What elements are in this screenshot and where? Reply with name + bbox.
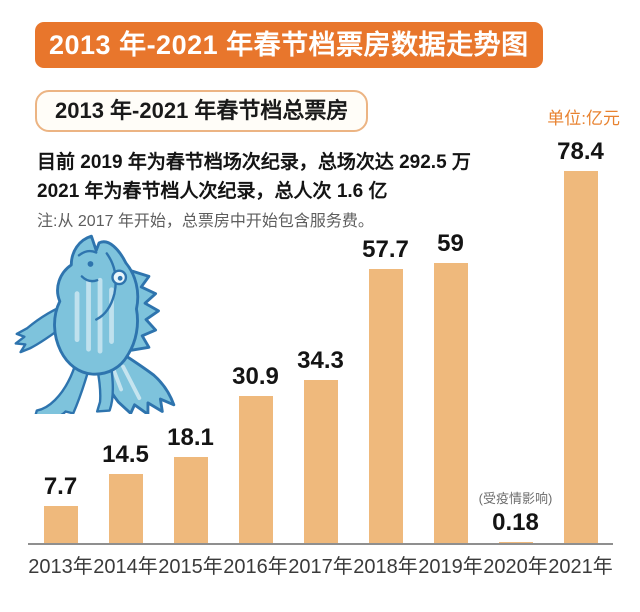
bar-value-label: 7.7 (43, 473, 78, 500)
bar (303, 380, 338, 543)
bar-annotation: (受疫情影响) (478, 491, 553, 506)
x-axis-tick-label: 2017年 (288, 556, 353, 578)
fish-brow (77, 249, 98, 257)
record-info-line-2: 2021 年为春节档人次纪录，总人次 1.6 亿 (37, 181, 388, 202)
bar-value-label: 30.9 (232, 363, 279, 390)
bar-column-2021年: 78.4 (548, 138, 613, 543)
bar-column-2018年: 57.7 (353, 236, 418, 543)
chart-subtitle: 2013 年-2021 年春节档总票房 (35, 90, 369, 132)
service-fee-note: 注:从 2017 年开始，总票房中开始包含服务费。 (37, 213, 374, 230)
bar-column-2014年: 14.5 (93, 441, 158, 543)
bar-value-label: 18.1 (167, 424, 214, 451)
fish-man-illustration (14, 234, 176, 414)
bar-column-2020年: (受疫情影响) 0.18 (479, 488, 552, 543)
bar-value-label: 14.5 (102, 441, 149, 468)
bar-column-2013年: 7.7 (28, 473, 93, 543)
bar (433, 263, 468, 543)
bar-value-label: 78.4 (557, 138, 604, 165)
page-title: 2013 年-2021 年春节档票房数据走势图 (35, 22, 543, 68)
bar-value-label: 59 (437, 230, 464, 257)
bar (498, 542, 533, 543)
bar (563, 171, 598, 543)
fish-left-leg (34, 357, 91, 414)
bar-column-2019年: 59 (418, 230, 483, 543)
x-axis-tick-label: 2021年 (548, 556, 613, 578)
fish-gill-line (95, 252, 117, 321)
fish-human-eye (87, 261, 94, 267)
x-axis-tick-label: 2020年 (483, 556, 548, 578)
bar (108, 474, 143, 543)
fish-smile (80, 275, 99, 283)
bar-column-2017年: 34.3 (288, 347, 353, 543)
x-axis-tick-label: 2019年 (418, 556, 483, 578)
bar (368, 269, 403, 543)
bar-value-label: 57.7 (362, 236, 409, 263)
bar (173, 457, 208, 543)
x-axis-tick-label: 2014年 (93, 556, 158, 578)
x-axis-tick-label: 2013年 (28, 556, 93, 578)
x-axis-tick-label: 2015年 (158, 556, 223, 578)
x-axis-tick-label: 2016年 (223, 556, 288, 578)
bar-column-2015年: 18.1 (158, 424, 223, 543)
bar-value-label: 0.18 (492, 509, 539, 536)
bar (43, 506, 78, 543)
bar-value-label: 34.3 (297, 347, 344, 374)
bar-column-2016年: 30.9 (223, 363, 288, 543)
bar (238, 396, 273, 543)
x-axis-tick-label: 2018年 (353, 556, 418, 578)
bar-chart: 7.7 14.5 18.1 30.9 34.3 57.7 59 (受疫情影响) 0.18 78.4 (28, 135, 613, 545)
x-axis-labels: 2013年 2014年 2015年 2016年 2017年 2018年 2019年 2020年… (28, 550, 613, 579)
unit-label: 单位:亿元 (547, 109, 620, 128)
record-info-line-1: 目前 2019 年为春节档场次纪录，总场次达 292.5 万 (37, 152, 471, 173)
